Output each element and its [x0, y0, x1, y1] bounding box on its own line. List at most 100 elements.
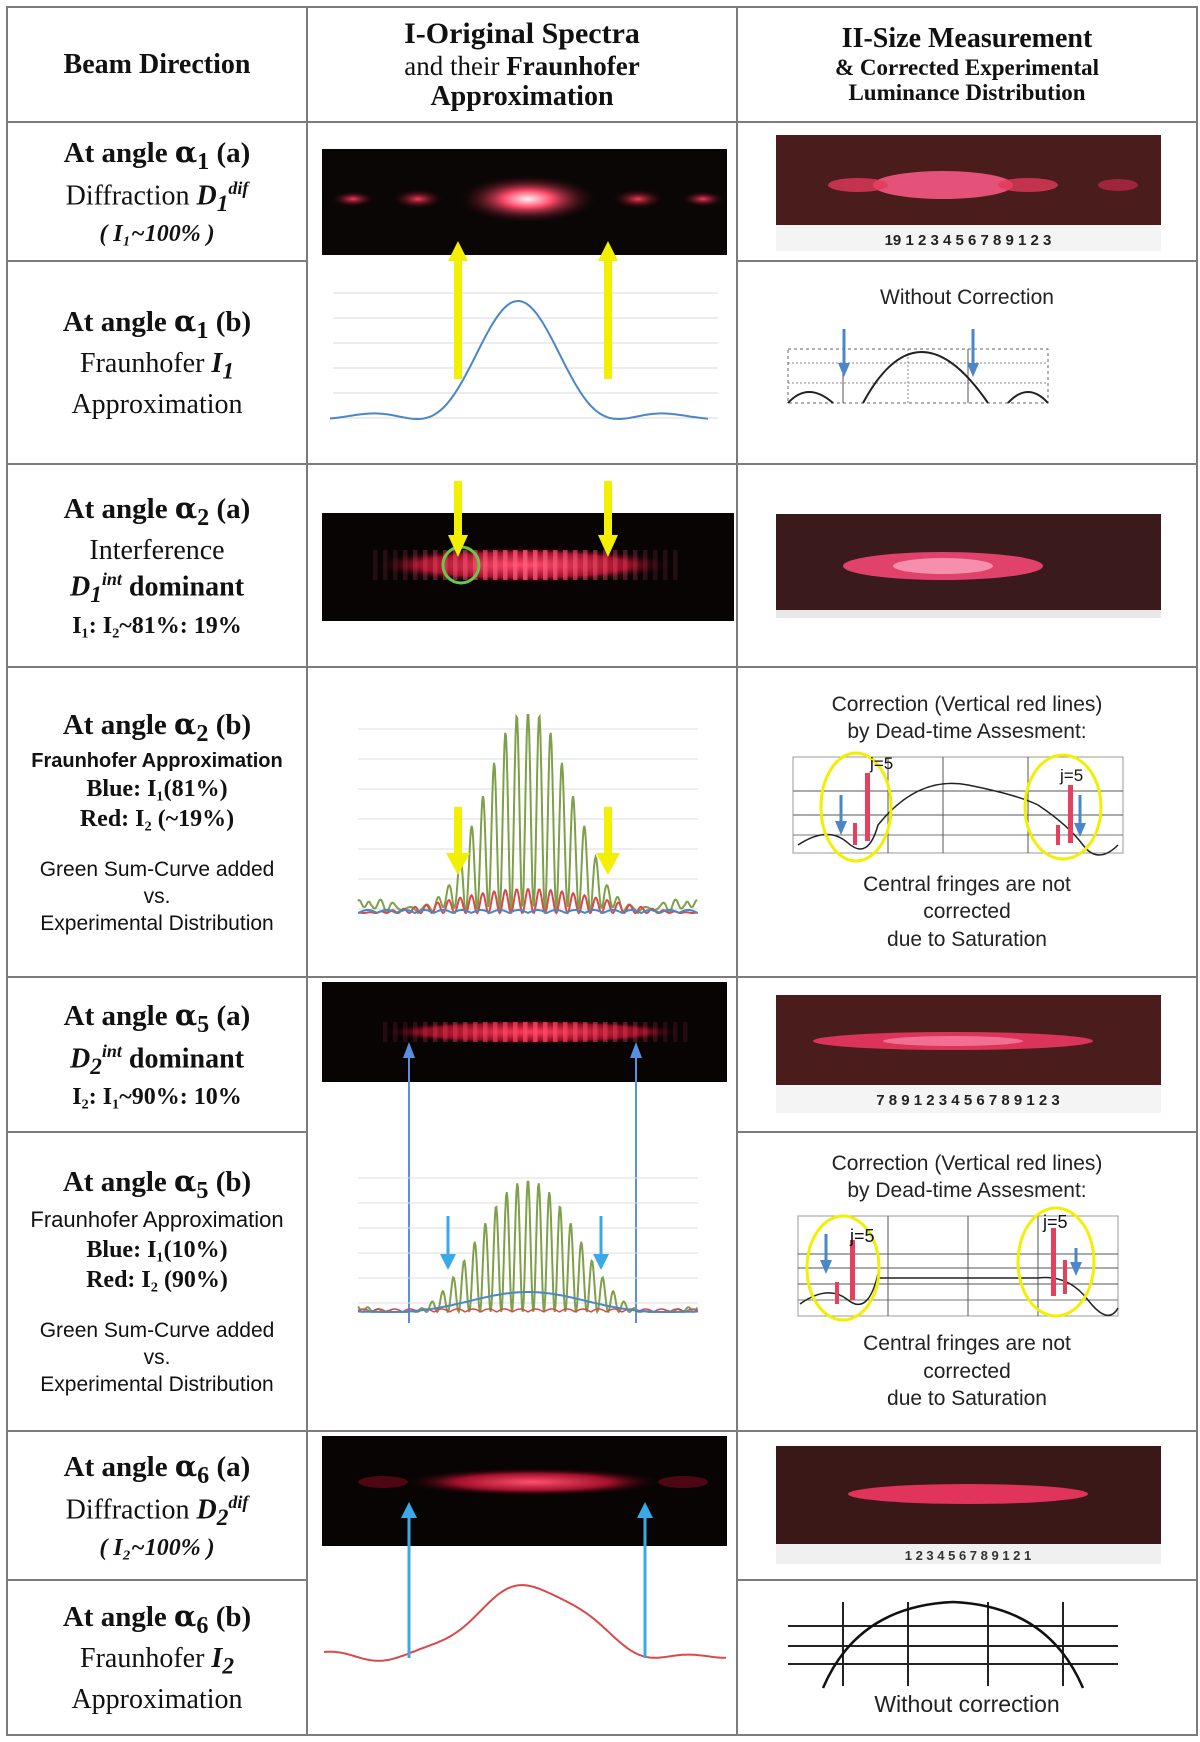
- corrected-plot: j=5 j=5: [797, 1206, 1119, 1322]
- yellow-arrow: [454, 806, 462, 855]
- interference-stripe: [473, 1021, 478, 1042]
- measurement-image: [776, 513, 1161, 618]
- interference-stripes: [383, 1021, 688, 1042]
- ratio-label: I₂: I₁~90%: 10%: [72, 1083, 242, 1110]
- header-col2-line3: Approximation: [430, 80, 614, 112]
- correction-title-2: by Dead-time Assesment:: [847, 1179, 1087, 1203]
- without-correction-label: Without Correction: [880, 286, 1054, 310]
- interference-stripe: [633, 1021, 638, 1042]
- ruler: [776, 1544, 1161, 1565]
- header-beam-direction: Beam Direction: [6, 5, 308, 124]
- interference-stripe: [543, 549, 548, 580]
- interference-stripes: [373, 549, 678, 580]
- yellow-arrow: [604, 259, 612, 380]
- spectrum-alpha2: [306, 463, 738, 668]
- side-fringe: [612, 189, 664, 210]
- measurement-alpha5-a: 7 8 9 1 2 3 4 5 6 7 8 9 1 2 3: [736, 975, 1198, 1133]
- fraunhofer-curve-i1: [329, 300, 709, 421]
- interference-stripe: [513, 549, 518, 580]
- ratio-label: I₁: I₂~81%: 19%: [72, 612, 242, 639]
- ruler-digits: 19 1 2 3 4 5 6 7 8 9 1 2 3: [885, 232, 1052, 249]
- interference-stripe: [483, 549, 488, 580]
- interference-stripe: [493, 549, 498, 580]
- yellow-ellipse: [1023, 753, 1103, 861]
- yellow-arrow: [454, 259, 462, 380]
- red-correction-line: [865, 773, 870, 842]
- interference-stripe: [433, 549, 438, 580]
- interference-stripe: [383, 1021, 388, 1042]
- angle-label: At angle α6 (b): [62, 1599, 252, 1639]
- interference-stripe: [593, 549, 598, 580]
- header-col2-line2: and their Fraunhofer: [309, 51, 735, 81]
- central-fringes-1: Central fringes are not: [863, 1332, 1071, 1356]
- ruler-digits: 1 2 3 4 5 6 7 8 9 1 2 1: [905, 1548, 1032, 1563]
- interference-stripe: [533, 1021, 538, 1042]
- spectrum-alpha1: [306, 121, 738, 466]
- j-label: j=5: [1059, 766, 1083, 785]
- angle-label: At angle α1 (b): [62, 304, 252, 345]
- luminance-profile: [821, 1600, 1085, 1689]
- blue-label: Blue: I₁(10%): [86, 1236, 228, 1263]
- header-col3-line3: Luminance Distribution: [848, 80, 1086, 106]
- interference-stripe: [663, 1021, 668, 1042]
- yellow-arrow: [604, 806, 612, 855]
- red-correction-line: [1056, 825, 1060, 846]
- interference-stripe: [553, 549, 558, 580]
- fraunhofer-label: Fraunhofer I1: [80, 348, 234, 385]
- interference-stripe: [573, 549, 578, 580]
- interference-label: Interference: [89, 535, 225, 567]
- interference-stripe: [623, 549, 628, 580]
- interference-stripe: [653, 549, 658, 580]
- row-alpha1-b: At angle α1 (b) Fraunhofer I1 Approximat…: [6, 260, 1198, 466]
- interference-stripe: [563, 1021, 568, 1042]
- interference-stripe: [563, 549, 568, 580]
- interference-stripe: [593, 1021, 598, 1042]
- interference-stripe: [373, 549, 378, 580]
- yellow-ellipse: [1016, 1206, 1096, 1318]
- central-fringe: [403, 1467, 663, 1496]
- blue-curve: [358, 1290, 698, 1313]
- spectrum-alpha5: [306, 975, 738, 1432]
- spectrum-alpha5-svg: [322, 981, 727, 1323]
- yellow-arrowhead: [598, 534, 618, 557]
- ruler: [776, 609, 1161, 618]
- interference-stripe: [613, 549, 618, 580]
- interference-stripe: [583, 1021, 588, 1042]
- red-label: Red: I₂ (~19%): [79, 805, 235, 832]
- sum-curve-plot: [357, 713, 699, 915]
- measurement-alpha2-a: [736, 463, 1198, 668]
- side-fringe: [998, 177, 1058, 192]
- spectrum-alpha6: [306, 1429, 738, 1737]
- side-fringe: [331, 191, 375, 208]
- yellow-arrowhead: [446, 852, 470, 875]
- dominant-label: D1int dominant: [69, 569, 245, 609]
- interference-stripe: [413, 549, 418, 580]
- ruler-digits: 7 8 9 1 2 3 4 5 6 7 8 9 1 2 3: [876, 1092, 1059, 1109]
- luminance-profile: [797, 782, 1119, 856]
- header-col2-line1: I-Original Spectra: [404, 17, 640, 51]
- ruler: [776, 224, 1161, 251]
- spectrum-alpha6-svg: [322, 1435, 727, 1662]
- central-fringes-1: Central fringes are not: [863, 873, 1071, 897]
- fraunhofer-label: Fraunhofer I2: [80, 1643, 234, 1680]
- central-fringes-3: due to Saturation: [887, 1386, 1047, 1410]
- label-alpha2-a: At angle α2 (a) Interference D1int domin…: [6, 463, 308, 668]
- interference-stripe: [503, 1021, 508, 1042]
- row-alpha2-a: At angle α2 (a) Interference D1int domin…: [6, 463, 1198, 668]
- interference-stripe: [603, 1021, 608, 1042]
- interference-stripe: [463, 1021, 468, 1042]
- ruler: [776, 1085, 1161, 1114]
- plot-frame: [797, 1215, 1119, 1317]
- measurement-image: 7 8 9 1 2 3 4 5 6 7 8 9 1 2 3: [776, 995, 1161, 1114]
- intensity-label: ( I₁~100% ): [99, 221, 215, 248]
- interference-stripe: [663, 549, 668, 580]
- interference-stripe: [403, 549, 408, 580]
- without-correction-label: Without correction: [874, 1690, 1060, 1717]
- interference-stripe: [613, 1021, 618, 1042]
- yellow-arrowhead: [598, 241, 618, 262]
- correction-alpha5: Correction (Vertical red lines) by Dead-…: [736, 1130, 1198, 1432]
- interference-stripe: [673, 1021, 678, 1042]
- interference-stripe: [403, 1021, 408, 1042]
- green-label-2: vs.: [143, 885, 171, 909]
- yellow-arrowhead: [448, 241, 468, 262]
